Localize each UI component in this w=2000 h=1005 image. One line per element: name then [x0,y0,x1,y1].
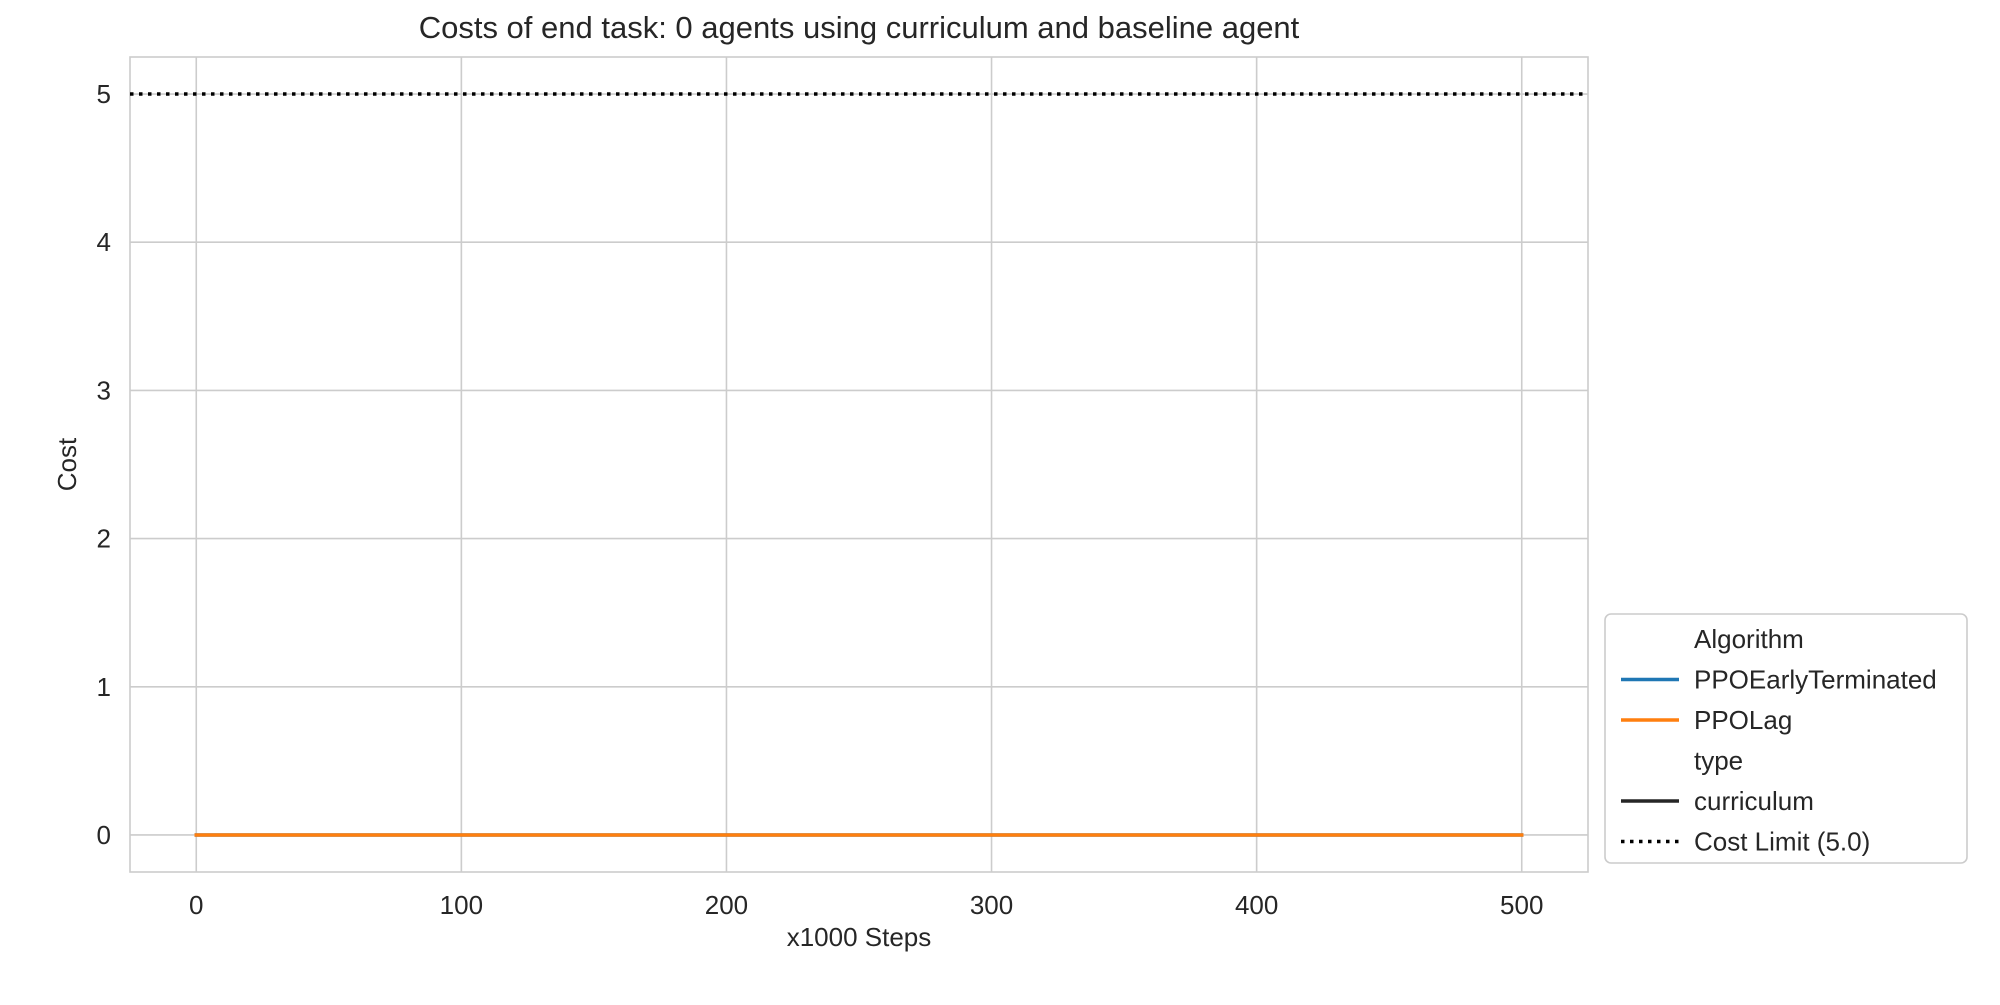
legend-group-header: Algorithm [1694,624,1804,654]
grid-layer [130,57,1588,872]
legend-entry-label: PPOEarlyTerminated [1694,665,1937,695]
legend-entry-label: curriculum [1694,786,1814,816]
plot-frame [129,56,1589,873]
y-tick-label: 1 [97,672,111,702]
y-tick-label: 2 [97,524,111,554]
y-tick-label: 3 [97,375,111,405]
y-tick-label: 4 [97,227,111,257]
legend-entry-label: PPOLag [1694,705,1792,735]
x-tick-label: 500 [1500,890,1543,920]
tick-layer: 0 100 200 300 400 500 0 1 2 3 4 5 [97,79,1544,920]
x-tick-label: 200 [705,890,748,920]
x-tick-label: 0 [189,890,203,920]
legend-box [1604,613,1968,864]
y-tick-label: 5 [97,79,111,109]
x-tick-label: 400 [1235,890,1278,920]
y-tick-label: 0 [97,820,111,850]
legend: Algorithm PPOEarlyTerminated PPOLag type cur… [1604,613,1968,864]
chart-title: Costs of end task: 0 agents using curric… [419,10,1300,45]
y-axis-label: Cost [52,437,82,491]
legend-group-header: type [1694,746,1743,776]
legend-entry-label: Cost Limit (5.0) [1694,827,1870,857]
x-axis-label: x1000 Steps [787,922,932,952]
x-tick-label: 100 [440,890,483,920]
x-tick-label: 300 [970,890,1013,920]
